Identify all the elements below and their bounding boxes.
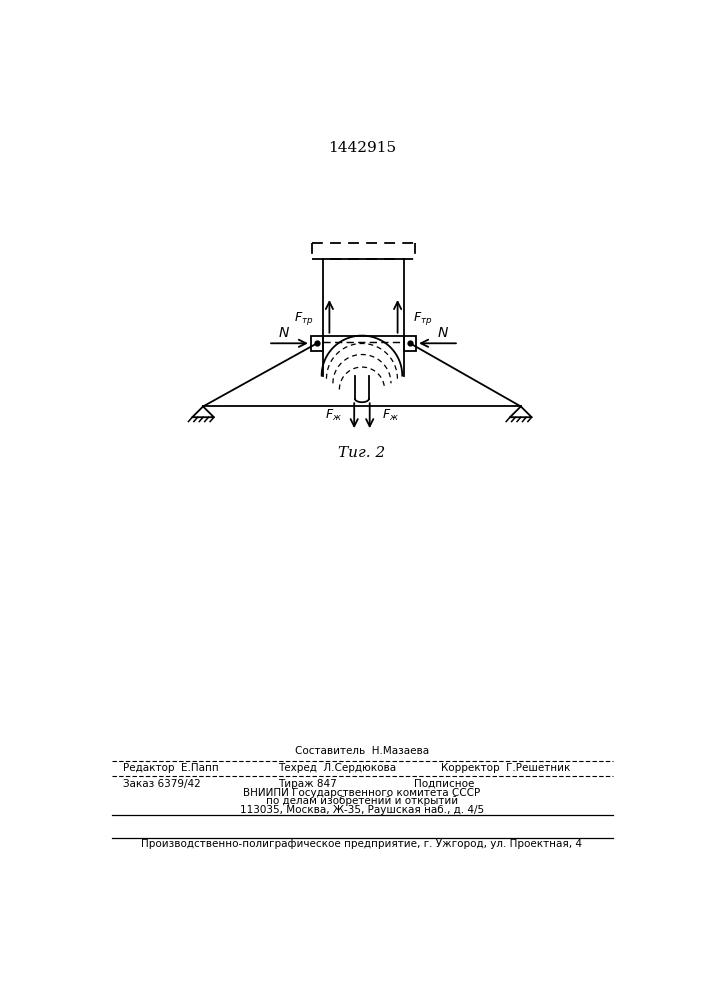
Text: 113035, Москва, Ж-35, Раушская наб., д. 4/5: 113035, Москва, Ж-35, Раушская наб., д. … bbox=[240, 805, 484, 815]
Text: Подписное: Подписное bbox=[414, 779, 474, 789]
Text: Производственно-полиграфическое предприятие, г. Ужгород, ул. Проектная, 4: Производственно-полиграфическое предприя… bbox=[141, 839, 583, 849]
Text: $F_{\mathregular{тр}}$: $F_{\mathregular{тр}}$ bbox=[294, 310, 314, 327]
Text: Составитель  Н.Мазаева: Составитель Н.Мазаева bbox=[295, 746, 429, 756]
Text: $N$: $N$ bbox=[437, 326, 449, 340]
Text: $F_{\mathregular{ж}}$: $F_{\mathregular{ж}}$ bbox=[325, 408, 341, 423]
Text: 1442915: 1442915 bbox=[328, 141, 396, 155]
Text: $F_{\mathregular{тр}}$: $F_{\mathregular{тр}}$ bbox=[413, 310, 433, 327]
Text: $F_{\mathregular{ж}}$: $F_{\mathregular{ж}}$ bbox=[382, 408, 399, 423]
Text: Корректор  Г.Решетник: Корректор Г.Решетник bbox=[441, 763, 571, 773]
Text: Заказ 6379/42: Заказ 6379/42 bbox=[123, 779, 201, 789]
Text: Редактор  Е.Папп: Редактор Е.Папп bbox=[123, 763, 219, 773]
Text: $N$: $N$ bbox=[279, 326, 291, 340]
Bar bbox=[404, 336, 416, 351]
Text: ВНИИПИ Государственного комитета СССР: ВНИИПИ Государственного комитета СССР bbox=[243, 788, 481, 798]
Text: Тираж 847: Тираж 847 bbox=[279, 779, 337, 789]
Text: Техред  Л.Сердюкова: Техред Л.Сердюкова bbox=[279, 763, 397, 773]
Bar bbox=[311, 336, 323, 351]
Text: Τиг. 2: Τиг. 2 bbox=[339, 446, 385, 460]
Text: по делам изобретений и открытий: по делам изобретений и открытий bbox=[266, 796, 458, 806]
